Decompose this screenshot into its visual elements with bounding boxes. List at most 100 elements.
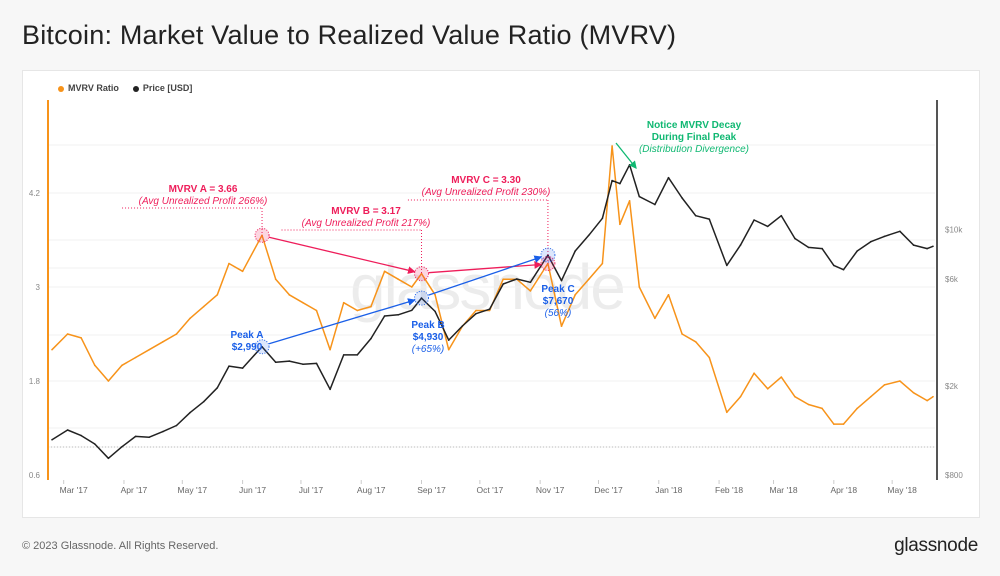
price-point — [66, 429, 69, 431]
mvrv-point — [162, 341, 164, 343]
annotation-change: (56%) — [544, 308, 572, 319]
price-point — [241, 367, 244, 369]
mvrv-point — [611, 145, 613, 147]
mvrv-point — [410, 286, 413, 288]
x-tick-label: Jun '17 — [239, 485, 266, 495]
x-tick-label: Mar '17 — [60, 485, 88, 495]
x-tick-label: Nov '17 — [536, 485, 565, 495]
price-point — [502, 283, 504, 285]
mvrv-point — [134, 356, 137, 359]
x-tick-label: Feb '18 — [715, 485, 743, 495]
mvrv-point — [356, 309, 359, 312]
price-point — [926, 247, 928, 250]
mvrv-point — [833, 423, 835, 425]
annotation-decay: Notice MVRV Decay During Final Peak (Dis… — [624, 120, 764, 156]
price-point — [134, 435, 137, 438]
x-tick-label: Apr '17 — [121, 485, 148, 495]
y-left-tick-label: 0.6 — [29, 471, 41, 480]
legend-dot-icon — [58, 85, 64, 92]
price-point — [587, 234, 590, 237]
price-point — [51, 438, 53, 441]
price-point — [107, 457, 110, 460]
y-left-tick-label: 4.2 — [29, 189, 41, 198]
mvrv-point — [148, 348, 151, 351]
legend-item-price[interactable]: Price [USD] — [132, 83, 193, 93]
price-point — [175, 424, 178, 427]
price-point — [869, 240, 872, 243]
price-point — [833, 264, 835, 267]
price-point — [932, 245, 934, 248]
mvrv-point — [121, 364, 123, 367]
price-point — [780, 214, 783, 217]
price-point — [753, 219, 755, 221]
mvrv-point — [932, 395, 934, 398]
y-right-tick-label: $2k — [945, 382, 959, 391]
annotation-change: (+65%) — [411, 344, 445, 355]
annotation-price: $7,670 — [542, 296, 574, 307]
price-point — [574, 250, 576, 252]
price-point — [794, 237, 796, 240]
mvrv-point — [574, 294, 576, 296]
mvrv-point — [708, 356, 711, 359]
mvrv-point — [794, 395, 796, 398]
mvrv-point — [912, 391, 915, 394]
mvrv-point — [228, 262, 230, 265]
price-point — [342, 354, 345, 356]
x-tick-label: Jan '18 — [655, 485, 682, 495]
mvrv-point — [529, 290, 532, 292]
price-point — [694, 214, 697, 217]
mvrv-point — [51, 348, 53, 351]
price-point — [628, 164, 631, 166]
mvrv-point — [619, 223, 621, 226]
mvrv-point — [447, 348, 450, 351]
y-left-tick-label: 3 — [36, 283, 41, 292]
legend-item-mvrv[interactable]: MVRV Ratio — [58, 83, 119, 93]
price-point — [667, 176, 670, 179]
price-point — [726, 264, 728, 267]
price-point — [288, 360, 291, 362]
price-point — [560, 279, 563, 282]
x-tick-label: Dec '17 — [594, 485, 623, 495]
glassnode-logo[interactable]: glassnode — [894, 535, 978, 556]
mvrv-peak-marker — [414, 266, 430, 282]
mvrv-point — [475, 309, 477, 312]
mvrv-point — [189, 317, 191, 320]
mvrv-point — [315, 309, 318, 312]
annotation-peak-b: Peak B $4,930 (+65%) — [403, 320, 453, 356]
price-point — [654, 203, 656, 206]
price-point — [461, 325, 464, 327]
mvrv-point — [821, 407, 823, 410]
price-peak-marker — [254, 339, 270, 355]
mvrv-point — [780, 376, 783, 378]
mvrv-point — [739, 395, 742, 398]
price-point — [899, 230, 901, 233]
legend: MVRV Ratio Price [USD] — [58, 83, 192, 93]
annotation-price: $2,990 — [231, 342, 263, 353]
x-tick-label: Jul '17 — [299, 485, 324, 495]
y-left-tick-label: 1.8 — [29, 377, 41, 386]
annotation-mvrv-c: MVRV C = 3.30 (Avg Unrealized Profit 230… — [416, 175, 556, 199]
price-point — [856, 250, 858, 252]
annotation-title: Peak C — [541, 284, 575, 295]
mvrv-point — [93, 364, 96, 367]
mvrv-point — [397, 278, 399, 280]
y-right-tick-label: $10k — [945, 225, 963, 234]
mvrv-point — [694, 341, 697, 343]
legend-dot-icon — [132, 85, 139, 92]
price-point — [93, 443, 96, 445]
price-point — [370, 337, 372, 340]
price-point — [80, 434, 82, 437]
y-right-tick-label: $6k — [945, 275, 959, 284]
annotation-title: MVRV B = 3.17 — [331, 206, 401, 217]
mvrv-point — [175, 333, 178, 335]
price-peak-marker — [540, 247, 556, 263]
legend-label: Price [USD] — [142, 83, 193, 93]
price-point — [807, 246, 810, 249]
annotation-mvrv-a: MVRV A = 3.66 (Avg Unrealized Profit 266… — [133, 184, 273, 208]
price-point — [420, 297, 423, 299]
x-tick-label: Apr '18 — [830, 485, 857, 495]
price-line — [51, 164, 934, 460]
mvrv-point — [883, 384, 886, 386]
mvrv-point — [899, 380, 901, 382]
mvrv-point — [926, 399, 928, 402]
